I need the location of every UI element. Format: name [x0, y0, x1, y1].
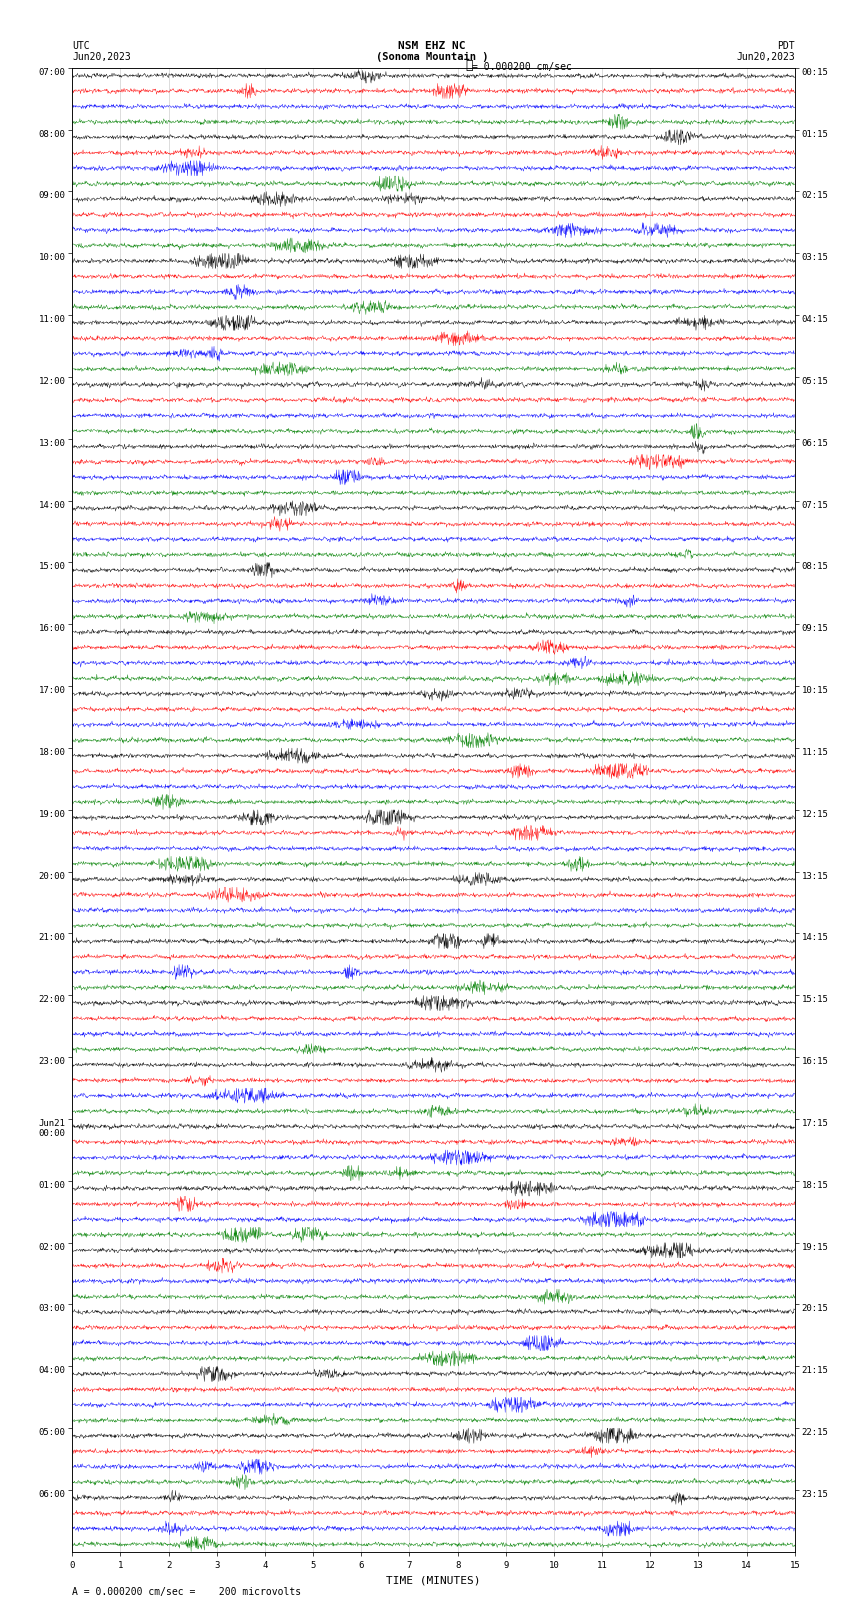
Text: Jun20,2023: Jun20,2023 [72, 52, 131, 63]
Text: UTC: UTC [72, 40, 90, 50]
Text: NSM EHZ NC: NSM EHZ NC [398, 40, 466, 50]
Text: (Sonoma Mountain ): (Sonoma Mountain ) [376, 52, 488, 63]
Text: ⎸: ⎸ [466, 58, 473, 71]
Text: A = 0.000200 cm/sec =    200 microvolts: A = 0.000200 cm/sec = 200 microvolts [72, 1587, 302, 1597]
X-axis label: TIME (MINUTES): TIME (MINUTES) [386, 1576, 481, 1586]
Text: = 0.000200 cm/sec: = 0.000200 cm/sec [472, 61, 571, 71]
Text: PDT: PDT [777, 40, 795, 50]
Text: Jun20,2023: Jun20,2023 [736, 52, 795, 63]
